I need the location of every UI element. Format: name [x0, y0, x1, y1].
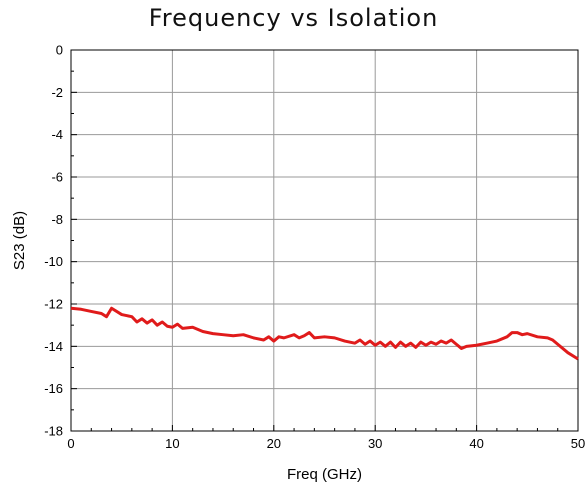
- x-tick-label: 50: [571, 436, 585, 451]
- series-line: [70, 306, 579, 361]
- y-tick-label: -10: [44, 254, 63, 269]
- x-tick-label: 40: [469, 436, 483, 451]
- y-tick-label: -4: [51, 127, 63, 142]
- grid-lines: [71, 50, 578, 431]
- chart-title: Frequency vs Isolation: [148, 4, 439, 32]
- y-tick-label: -8: [51, 212, 63, 227]
- y-axis-label: S23 (dB): [11, 211, 28, 270]
- x-axis-label: Freq (GHz): [287, 466, 362, 483]
- x-tick-labels: 0 10 20 30 40 50: [67, 436, 585, 451]
- y-tick-label: 0: [56, 43, 63, 58]
- x-tick-label: 20: [267, 436, 281, 451]
- y-tick-label: -18: [44, 424, 63, 439]
- y-tick-label: -2: [51, 85, 63, 100]
- x-tick-label: 30: [368, 436, 382, 451]
- plot-frame: [70, 49, 579, 432]
- y-tick-labels: 0 -2 -4 -6 -8 -10 -12 -14 -16 -18: [44, 43, 63, 439]
- y-tick-label: -6: [51, 170, 63, 185]
- x-tick-label: 10: [165, 436, 179, 451]
- y-tick-label: -16: [44, 381, 63, 396]
- y-tick-label: -14: [44, 339, 63, 354]
- y-tick-label: -12: [44, 297, 63, 312]
- x-tick-label: 0: [67, 436, 74, 451]
- axis-ticks: [70, 49, 579, 432]
